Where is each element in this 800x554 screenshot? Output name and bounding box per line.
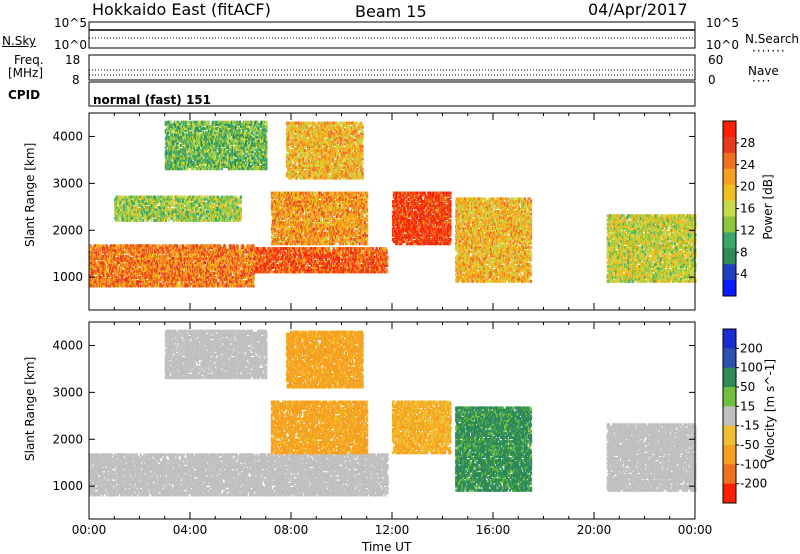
velocity-panel-region-3 (164, 329, 268, 380)
freq-panel-frame (88, 54, 696, 81)
velocity-colorbar-tick-label-5: -50 (740, 438, 760, 452)
nsky-right-tick-bottom: 10^0 (706, 38, 739, 52)
power-panel-region-1 (253, 247, 389, 274)
velocity-panel-ytick-label-3: 4000 (52, 338, 83, 352)
velocity-panel-region-5 (455, 406, 533, 492)
power-colorbar-segment-8 (723, 248, 736, 265)
power-colorbar-segment-0 (723, 121, 736, 138)
velocity-panel-region-1 (270, 400, 369, 455)
freq-right-tick-bottom: 0 (708, 73, 716, 87)
velocity-colorbar-segment-1 (723, 348, 736, 369)
beam-label: Beam 15 (355, 2, 427, 21)
power-colorbar-segment-6 (723, 216, 736, 233)
freq-right-tick-top: 60 (708, 53, 723, 67)
power-panel-region-3 (285, 121, 364, 180)
velocity-colorbar-segment-3 (723, 387, 736, 407)
nsky-panel-frame (88, 21, 696, 49)
velocity-colorbar-segment-4 (723, 406, 736, 427)
freq-left-tick-bottom: 8 (72, 73, 80, 87)
power-panel-region-2 (270, 191, 369, 246)
nsearch-legend-dots: ······· (752, 44, 786, 58)
velocity-colorbar-segment-0 (723, 329, 736, 349)
cpid-text: normal (fast) 151 (93, 93, 211, 107)
power-colorbar-tick-label-5: 24 (740, 158, 755, 172)
velocity-colorbar-segment-8 (723, 483, 736, 504)
power-colorbar-tick-label-1: 8 (740, 245, 748, 259)
power-colorbar-tick-label-0: 4 (740, 267, 748, 281)
velocity-panel-region-4 (392, 400, 452, 455)
velocity-colorbar-label: Velocity [m s^-1] (763, 346, 777, 476)
power-colorbar-segment-9 (723, 264, 736, 281)
power-panel-ytick-label-3: 4000 (52, 129, 83, 143)
power-colorbar-segment-10 (723, 280, 736, 297)
xtick-label-0: 00:00 (72, 523, 107, 537)
nsky-left-tick-top: 10^5 (54, 16, 87, 30)
power-colorbar-segment-3 (723, 168, 736, 186)
radar-title: Hokkaido East (fitACF) (92, 0, 271, 19)
power-panel-ytick-label-1: 2000 (52, 223, 83, 237)
nave-label: Nave (748, 64, 779, 78)
velocity-panel-region-6 (606, 423, 697, 492)
velocity-colorbar-tick-label-1: 100 (740, 361, 763, 375)
power-panel-region-6 (392, 191, 452, 246)
xtick-label-5: 20:00 (577, 523, 612, 537)
velocity-panel-ytick-label-0: 1000 (52, 479, 83, 493)
velocity-colorbar-segment-6 (723, 445, 736, 465)
velocity-colorbar-frame (722, 328, 737, 504)
velocity-colorbar-tick-label-7: -200 (740, 477, 767, 491)
nave-legend-dots: ···· (752, 74, 771, 88)
velocity-panel-ytick-label-2: 3000 (52, 385, 83, 399)
velocity-colorbar-tick-label-0: 200 (740, 341, 763, 355)
nsky-left-tick-bottom: 10^0 (54, 38, 87, 52)
nsky-label: N.Sky (2, 34, 36, 48)
power-colorbar-tick-label-6: 28 (740, 136, 755, 150)
velocity-colorbar-tick-label-2: 50 (740, 380, 755, 394)
xtick-label-4: 16:00 (476, 523, 511, 537)
velocity-ylabel: Slant Range [km] (23, 357, 37, 461)
power-colorbar-tick-label-2: 12 (740, 223, 755, 237)
velocity-colorbar-segment-2 (723, 367, 736, 388)
power-ylabel: Slant Range [km] (23, 143, 37, 247)
velocity-colorbar-segment-7 (723, 464, 736, 485)
power-colorbar-segment-4 (723, 184, 736, 202)
velocity-panel-region-0 (89, 453, 389, 497)
nsky-right-tick-top: 10^5 (706, 16, 739, 30)
power-panel-region-5 (114, 195, 242, 222)
xtick-label-2: 08:00 (274, 523, 309, 537)
power-panel-region-7 (455, 197, 533, 283)
freq-label-line1: Freq. (14, 53, 44, 67)
xtick-label-3: 12:00 (375, 523, 410, 537)
power-panel-region-0 (89, 244, 255, 288)
power-panel-region-8 (606, 214, 697, 283)
velocity-colorbar-segment-5 (723, 425, 736, 446)
power-colorbar-label: Power [dB] (761, 157, 775, 257)
cpid-label: CPID (8, 88, 40, 102)
velocity-panel-ytick-label-1: 2000 (52, 432, 83, 446)
power-colorbar-segment-5 (723, 200, 736, 217)
xtick-label-6: 00:00 (678, 523, 713, 537)
power-colorbar-segment-2 (723, 152, 736, 170)
power-panel-region-4 (164, 120, 268, 171)
power-colorbar-segment-1 (723, 136, 736, 154)
nsearch-label: N.Search (745, 32, 799, 46)
power-panel-ytick-label-2: 3000 (52, 176, 83, 190)
velocity-colorbar-tick-label-3: 15 (740, 399, 755, 413)
power-panel-ytick-label-0: 1000 (52, 270, 83, 284)
date-label: 04/Apr/2017 (588, 0, 688, 19)
power-colorbar-tick-label-4: 20 (740, 180, 755, 194)
velocity-panel-region-2 (285, 330, 364, 389)
freq-label-line2: [MHz] (8, 66, 43, 80)
velocity-colorbar-tick-label-4: -15 (740, 419, 760, 433)
xtick-label-1: 04:00 (173, 523, 208, 537)
cpid-panel-frame (88, 81, 696, 107)
xlabel: Time UT (362, 540, 411, 554)
power-colorbar-segment-7 (723, 232, 736, 249)
velocity-colorbar-tick-label-6: -100 (740, 457, 767, 471)
power-colorbar-tick-label-3: 16 (740, 202, 755, 216)
freq-left-tick-top: 18 (65, 53, 80, 67)
